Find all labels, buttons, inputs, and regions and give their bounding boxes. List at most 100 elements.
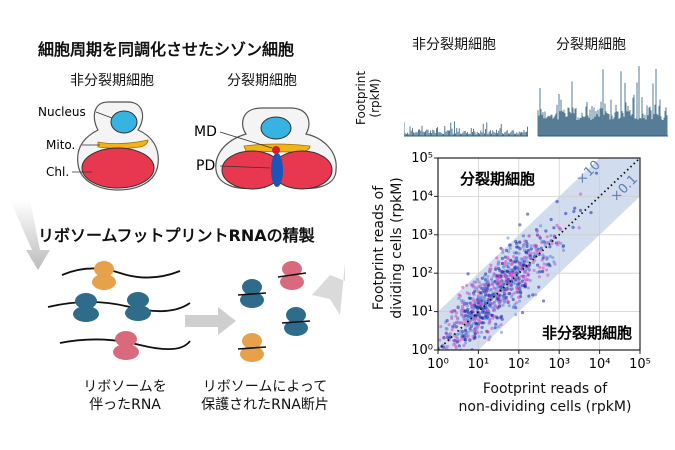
- pd-ring: [271, 153, 283, 187]
- arrow-to-chart: [312, 263, 345, 315]
- ribosome-blue-2: [125, 292, 151, 321]
- scatter-point: [544, 229, 548, 233]
- scatter-point: [517, 282, 521, 286]
- scatter-point: [486, 303, 490, 307]
- scatter-point: [501, 294, 505, 298]
- annotation-non-dividing: 非分裂期細胞: [542, 324, 632, 342]
- scatter-point: [540, 270, 544, 274]
- scatter-point: [488, 300, 492, 304]
- scatter-point: [495, 274, 499, 278]
- scatter-point: [527, 234, 531, 238]
- dividing-cell: [215, 107, 337, 190]
- scatter-point: [475, 305, 479, 309]
- scatter-point: [490, 278, 494, 282]
- nucleus-label: Nucleus: [38, 105, 86, 119]
- scatter-point: [518, 289, 522, 294]
- scatter-point: [538, 236, 542, 240]
- scatter-point: [491, 274, 495, 278]
- fragment-blue-1: [237, 279, 267, 308]
- scatter-point: [485, 280, 489, 284]
- scatter-point: [504, 288, 508, 292]
- scatter-point: [469, 303, 474, 308]
- scatter-point: [451, 365, 454, 368]
- scatter-point: [467, 311, 472, 315]
- scatter-point: [442, 336, 446, 340]
- scatter-point: [465, 304, 469, 308]
- scatter-point: [524, 251, 529, 255]
- scatter-point: [489, 263, 493, 267]
- scatter-point: [459, 363, 462, 366]
- scatter-point: [521, 245, 525, 249]
- scatter-point: [497, 325, 501, 329]
- non-dividing-cell-label: 非分裂期細胞: [70, 73, 154, 89]
- scatter-point: [510, 287, 515, 291]
- y-tick-label: 10¹: [411, 305, 433, 320]
- scatter-point: [507, 281, 511, 285]
- scatter-point: [490, 326, 494, 330]
- scatter-point: [466, 272, 470, 276]
- scatter-point: [454, 311, 459, 315]
- scatter-point: [453, 341, 457, 345]
- scatter-point: [534, 243, 538, 247]
- scatter-point: [536, 252, 540, 256]
- scatter-point: [464, 313, 468, 318]
- scatter-point: [564, 211, 568, 216]
- scatter-point: [488, 335, 492, 339]
- scatter-point: [514, 301, 519, 305]
- scatter-point: [521, 263, 525, 267]
- scatter-point: [432, 319, 435, 322]
- scatter-point: [493, 279, 497, 283]
- scatter-point: [504, 279, 508, 284]
- scatter-point: [517, 261, 521, 265]
- caption-rna-with-ribosomes: リボソームを 伴ったRNA: [83, 379, 167, 413]
- scatter-point: [538, 249, 542, 253]
- y-tick-label: 10²: [411, 266, 433, 281]
- dividing-cell-label: 分裂期細胞: [227, 73, 297, 89]
- scatter-point: [500, 256, 504, 261]
- x-tick-label: 10³: [548, 357, 570, 372]
- scatter-point: [473, 336, 477, 340]
- scatter-point: [495, 282, 499, 286]
- scatter-point: [458, 355, 461, 358]
- scatter-point: [459, 332, 464, 336]
- scatter-point: [571, 225, 575, 229]
- scatter-point: [447, 323, 451, 327]
- scatter-point: [493, 304, 497, 308]
- track-dividing-label: 分裂期細胞: [556, 37, 626, 53]
- scatter-point: [481, 286, 485, 291]
- scatter-point: [453, 344, 458, 348]
- scatter-point: [546, 273, 550, 277]
- scatter-point: [551, 255, 555, 260]
- scatter-point: [439, 350, 442, 353]
- scatter-point: [461, 285, 465, 289]
- scatter-point: [509, 295, 514, 299]
- scatter-point: [477, 334, 481, 339]
- scatter-point: [456, 305, 460, 309]
- scatter-point: [493, 326, 497, 330]
- scatter-point: [537, 285, 541, 289]
- scatter-point: [509, 271, 513, 275]
- scatter-point: [457, 332, 461, 336]
- scatter-point: [452, 325, 457, 329]
- scatter-point: [447, 333, 451, 337]
- scatter-point: [462, 343, 466, 348]
- scatter-point: [525, 278, 529, 282]
- scatter-point: [497, 300, 501, 305]
- ribosome-pink-1: [113, 331, 139, 360]
- scatter-point: [548, 254, 552, 258]
- scatter-point: [578, 208, 583, 212]
- scatter-point: [524, 268, 528, 272]
- scatter-point: [500, 282, 504, 287]
- scatter-point: [464, 332, 469, 336]
- scatter-point: [503, 255, 507, 259]
- scatter-point: [498, 268, 502, 272]
- scatter-point: [516, 245, 520, 249]
- scatter-point: [514, 306, 518, 310]
- scatter-point: [534, 293, 538, 297]
- scatter-point: [494, 267, 498, 271]
- scatter-point: [502, 299, 506, 304]
- scatter-point: [488, 320, 492, 324]
- scatter-point: [463, 338, 467, 342]
- scatter-point: [459, 311, 463, 315]
- scatter-point: [475, 287, 479, 291]
